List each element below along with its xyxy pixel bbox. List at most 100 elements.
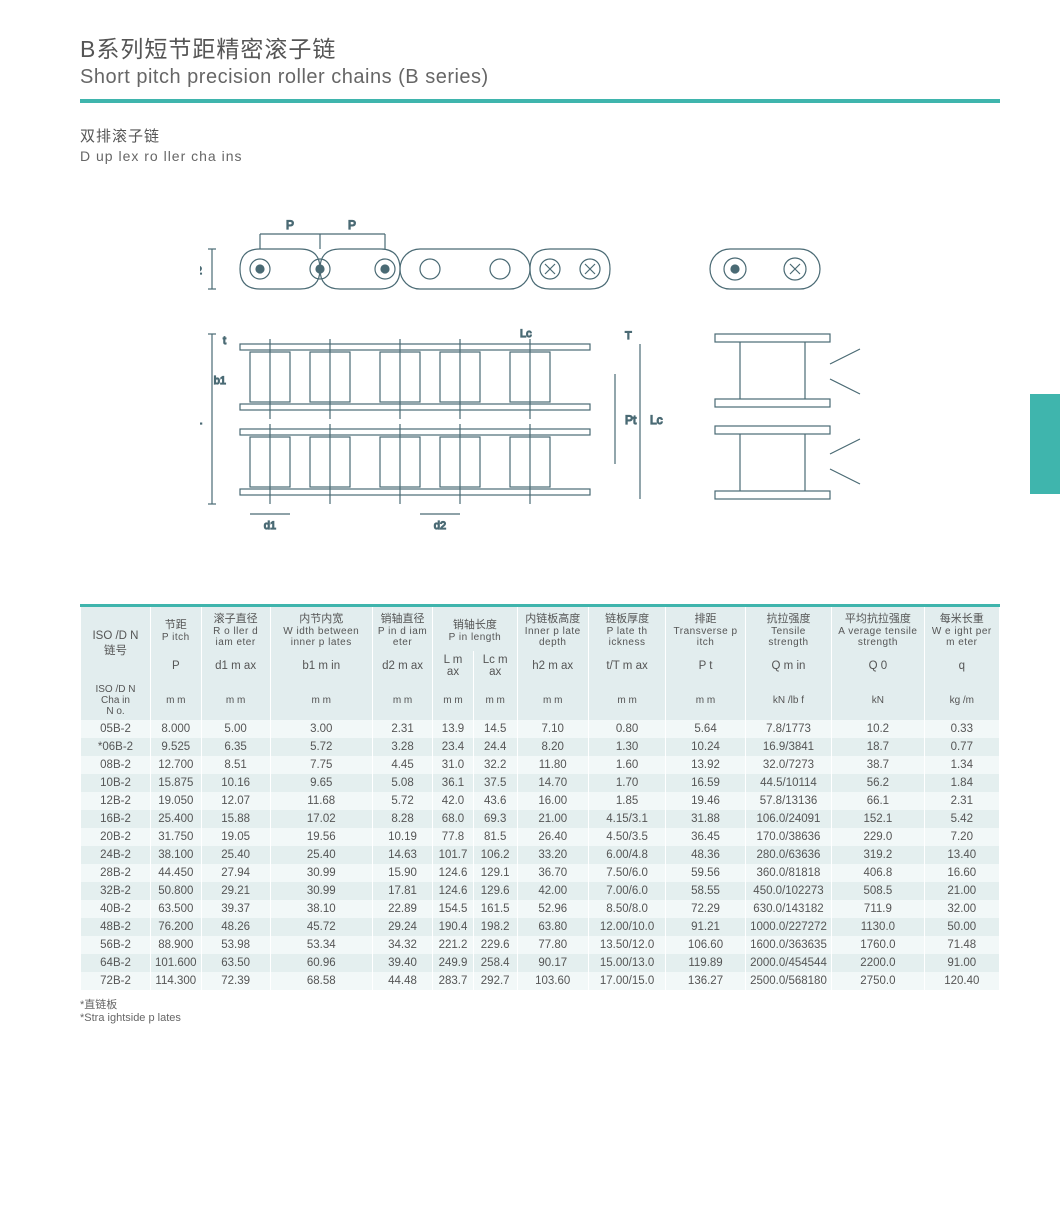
subtitle-cn: 双排滚子链: [80, 125, 1000, 146]
table-cell: 33.20: [517, 846, 588, 864]
table-row: 10B-215.87510.169.655.0836.137.514.701.7…: [81, 774, 1000, 792]
table-cell: 48.36: [666, 846, 745, 864]
table-cell: 129.6: [473, 882, 517, 900]
table-cell: 508.5: [832, 882, 924, 900]
table-cell: 21.00: [924, 882, 999, 900]
table-cell: 5.64: [666, 720, 745, 738]
hdr-pitch-en: P itch: [155, 632, 197, 643]
table-cell: 1000.0/227272: [745, 918, 831, 936]
table-row: 12B-219.05012.0711.685.7242.043.616.001.…: [81, 792, 1000, 810]
table-cell: 11.80: [517, 756, 588, 774]
table-row: 24B-238.10025.4025.4014.63101.7106.233.2…: [81, 846, 1000, 864]
page-side-tab: [1030, 394, 1060, 494]
hdr-chain-no-cn: 链号: [85, 642, 146, 658]
table-cell: 1.84: [924, 774, 999, 792]
table-cell: 12.00/10.0: [588, 918, 665, 936]
unit-h2: m m: [517, 681, 588, 720]
table-cell: 45.72: [270, 918, 372, 936]
hdr-weight-en: W e ight per m eter: [929, 626, 995, 648]
table-cell: 58.55: [666, 882, 745, 900]
table-cell: 7.10: [517, 720, 588, 738]
table-cell: 17.02: [270, 810, 372, 828]
hdr-pinlen-en: P in length: [437, 632, 512, 643]
table-cell: 13.50/12.0: [588, 936, 665, 954]
sym-Lc: Lc m ax: [473, 651, 517, 681]
table-cell: 4.50/3.5: [588, 828, 665, 846]
hdr-tensile-cn: 抗拉强度: [750, 610, 827, 626]
table-cell: 56.2: [832, 774, 924, 792]
table-cell: 38.100: [151, 846, 202, 864]
table-cell: 59.56: [666, 864, 745, 882]
table-cell: 56B-2: [81, 936, 151, 954]
table-cell: 68.0: [433, 810, 474, 828]
table-cell: 72B-2: [81, 972, 151, 990]
sym-Q: Q m in: [745, 651, 831, 681]
table-cell: 24B-2: [81, 846, 151, 864]
table-cell: 170.0/38636: [745, 828, 831, 846]
table-cell: 31.0: [433, 756, 474, 774]
table-cell: 32.2: [473, 756, 517, 774]
table-cell: 29.24: [372, 918, 432, 936]
table-cell: 292.7: [473, 972, 517, 990]
hdr-chain-no-mid: ISO /D N: [85, 684, 146, 695]
unit-Q0: kN: [832, 681, 924, 720]
table-cell: 36.45: [666, 828, 745, 846]
footnote-en: *Stra ightside p lates: [80, 1012, 1000, 1024]
table-cell: 8.20: [517, 738, 588, 756]
table-cell: 450.0/102273: [745, 882, 831, 900]
table-cell: 16B-2: [81, 810, 151, 828]
table-cell: 39.37: [201, 900, 270, 918]
table-cell: 106.60: [666, 936, 745, 954]
table-cell: 40B-2: [81, 900, 151, 918]
table-cell: 124.6: [433, 882, 474, 900]
unit-P: m m: [151, 681, 202, 720]
table-cell: 12B-2: [81, 792, 151, 810]
table-row: 20B-231.75019.0519.5610.1977.881.526.404…: [81, 828, 1000, 846]
hdr-avgtens-en: A verage tensile strength: [836, 626, 919, 648]
hdr-chain-no-mid3: N o.: [85, 706, 146, 717]
unit-Q: kN /lb f: [745, 681, 831, 720]
table-cell: 26.40: [517, 828, 588, 846]
table-cell: 39.40: [372, 954, 432, 972]
table-cell: 221.2: [433, 936, 474, 954]
sym-h2: h2 m ax: [517, 651, 588, 681]
table-cell: 22.89: [372, 900, 432, 918]
table-cell: 630.0/143182: [745, 900, 831, 918]
table-cell: 25.400: [151, 810, 202, 828]
table-cell: 52.96: [517, 900, 588, 918]
table-row: 16B-225.40015.8817.028.2868.069.321.004.…: [81, 810, 1000, 828]
table-cell: 16.9/3841: [745, 738, 831, 756]
table-row: 05B-28.0005.003.002.3113.914.57.100.805.…: [81, 720, 1000, 738]
unit-L: m m: [433, 681, 474, 720]
table-cell: 8.50/8.0: [588, 900, 665, 918]
table-row: *06B-29.5256.355.723.2823.424.48.201.301…: [81, 738, 1000, 756]
table-cell: 20B-2: [81, 828, 151, 846]
table-cell: 64B-2: [81, 954, 151, 972]
table-cell: 50.800: [151, 882, 202, 900]
table-cell: 5.72: [372, 792, 432, 810]
table-cell: 44.450: [151, 864, 202, 882]
table-cell: 71.48: [924, 936, 999, 954]
table-cell: 32.00: [924, 900, 999, 918]
table-cell: 32.0/7273: [745, 756, 831, 774]
subtitle-en: D up lex ro ller cha ins: [80, 148, 1000, 164]
unit-Pt: m m: [666, 681, 745, 720]
table-cell: 10B-2: [81, 774, 151, 792]
table-cell: 29.21: [201, 882, 270, 900]
table-cell: 17.81: [372, 882, 432, 900]
table-cell: 23.4: [433, 738, 474, 756]
table-cell: 21.00: [517, 810, 588, 828]
table-cell: 76.200: [151, 918, 202, 936]
table-cell: 28B-2: [81, 864, 151, 882]
sym-d1: d1 m ax: [201, 651, 270, 681]
table-cell: 7.75: [270, 756, 372, 774]
table-cell: 5.08: [372, 774, 432, 792]
unit-d2: m m: [372, 681, 432, 720]
table-cell: 44.48: [372, 972, 432, 990]
table-cell: 05B-2: [81, 720, 151, 738]
table-cell: 32B-2: [81, 882, 151, 900]
svg-text:b1: b1: [214, 375, 226, 387]
table-cell: 5.72: [270, 738, 372, 756]
table-cell: 0.33: [924, 720, 999, 738]
table-cell: 2000.0/454544: [745, 954, 831, 972]
